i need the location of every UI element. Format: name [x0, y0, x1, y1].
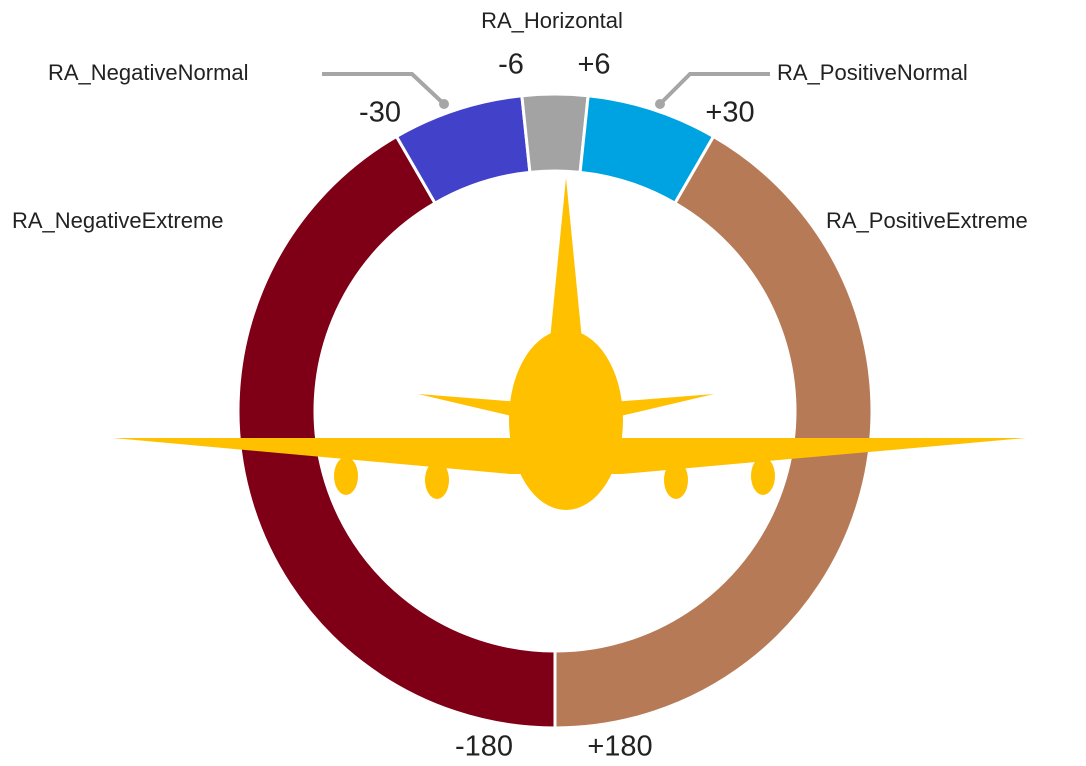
ring-segment — [520, 92, 590, 174]
boundary-label: -180 — [455, 731, 513, 763]
segment-label: RA_Horizontal — [481, 8, 623, 33]
leader-lines — [322, 72, 770, 106]
leader-dot — [655, 99, 665, 109]
leader-line — [658, 72, 770, 106]
ring — [236, 92, 874, 730]
boundary-label: +180 — [587, 731, 652, 763]
ring-segment — [236, 134, 557, 730]
right-stabilizer — [612, 394, 714, 418]
boundary-label: -30 — [359, 97, 401, 129]
leader-dot — [439, 99, 449, 109]
leader-dots — [439, 99, 665, 109]
boundary-label: -6 — [498, 49, 524, 81]
ring-segment — [553, 134, 874, 730]
segment-label: RA_PositiveExtreme — [826, 208, 1028, 233]
boundary-label: +6 — [577, 49, 610, 81]
leader-line — [322, 72, 446, 106]
engine — [664, 461, 688, 499]
segment-label: RA_NegativeExtreme — [12, 208, 224, 233]
boundary-label: +30 — [705, 97, 754, 129]
engine — [334, 457, 358, 495]
fuselage — [509, 330, 623, 510]
segment-label: RA_NegativeNormal — [48, 60, 249, 85]
tail-fin — [549, 178, 583, 350]
engine — [425, 461, 449, 499]
left-stabilizer — [418, 394, 520, 418]
segment-label: RA_PositiveNormal — [777, 60, 968, 85]
airplane — [113, 178, 1026, 510]
engine — [751, 457, 775, 495]
